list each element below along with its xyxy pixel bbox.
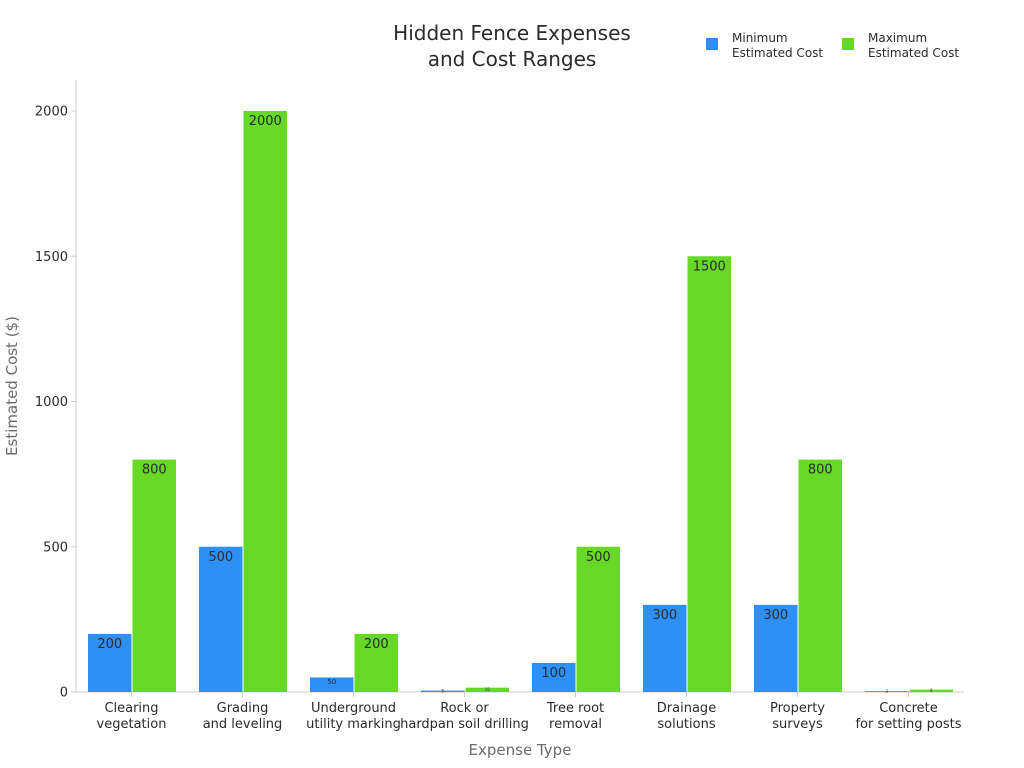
bar-value-label: 8 xyxy=(930,688,933,693)
bar-value-label: 50 xyxy=(327,678,336,686)
y-axis-title: Estimated Cost ($) xyxy=(3,316,21,456)
chart-title-line-1: Hidden Fence Expenses xyxy=(393,21,631,45)
bars: 200 800 500 2000 50 200 5 15 100 500 300 1500 300 800… xyxy=(88,111,953,694)
x-tick-label: hardpan soil drilling xyxy=(400,717,529,732)
bar-maximum xyxy=(243,111,287,692)
y-tick-label: 1500 xyxy=(35,250,68,265)
bar-value-label: 500 xyxy=(586,550,611,565)
x-tick-label: Drainage xyxy=(657,701,716,716)
bar-maximum xyxy=(132,459,176,692)
bar-value-label: 100 xyxy=(541,666,566,681)
x-tick-label: Grading xyxy=(217,701,269,716)
bar-value-label: 300 xyxy=(763,608,788,623)
x-tick-label: Concrete xyxy=(879,701,938,716)
y-tick-label: 500 xyxy=(43,540,68,555)
bar-maximum xyxy=(909,689,953,692)
x-tick-label: Underground xyxy=(311,701,396,716)
x-tick-label: utility marking xyxy=(306,717,401,732)
chart-title-line-2: and Cost Ranges xyxy=(428,47,597,71)
bar-value-label: 800 xyxy=(142,463,167,478)
bar-value-label: 1500 xyxy=(693,259,726,274)
y-tick-label: 1000 xyxy=(35,395,68,410)
bar-maximum xyxy=(465,687,509,692)
legend-label-minimum-line-1: Minimum xyxy=(732,31,788,45)
bar-minimum xyxy=(88,633,132,692)
x-tick-label: removal xyxy=(549,717,602,732)
legend: Minimum Estimated Cost Maximum Estimated… xyxy=(706,31,959,60)
y-tick-label: 2000 xyxy=(35,105,68,120)
legend-label-maximum-line-2: Estimated Cost xyxy=(868,46,959,60)
bar-minimum xyxy=(754,604,798,692)
bar-minimum xyxy=(421,690,465,692)
x-tick-label: surveys xyxy=(772,717,823,732)
legend-label-maximum-line-1: Maximum xyxy=(868,31,927,45)
bar-value-label: 2000 xyxy=(249,114,282,129)
y-tick-label: 0 xyxy=(60,686,68,701)
bar-maximum xyxy=(576,546,620,692)
x-tick-label: for setting posts xyxy=(855,717,961,732)
bar-value-label: 200 xyxy=(97,637,122,652)
x-tick-label: Clearing xyxy=(104,701,158,716)
legend-label-minimum-line-2: Estimated Cost xyxy=(732,46,823,60)
bar-value-label: 800 xyxy=(808,463,833,478)
bar-maximum xyxy=(687,256,731,692)
bar-minimum xyxy=(199,546,243,692)
bar-value-label: 500 xyxy=(208,550,233,565)
x-tick-label: vegetation xyxy=(97,717,167,732)
bar-value-label: 3 xyxy=(885,689,888,694)
bar-value-label: 5 xyxy=(441,689,444,694)
legend-swatch-minimum xyxy=(706,38,718,50)
bar-minimum xyxy=(532,662,576,692)
bar-minimum xyxy=(865,691,909,692)
bar-value-label: 200 xyxy=(364,637,389,652)
x-tick-label: Tree root xyxy=(546,701,604,716)
x-axis-title: Expense Type xyxy=(469,741,572,759)
x-tick-label: Property xyxy=(770,701,825,716)
bar-minimum xyxy=(310,677,354,692)
legend-swatch-maximum xyxy=(842,38,854,50)
bar-maximum xyxy=(798,459,842,692)
bar-value-label: 15 xyxy=(485,687,491,692)
x-tick-label: solutions xyxy=(657,717,715,732)
bar-value-label: 300 xyxy=(652,608,677,623)
bar-maximum xyxy=(354,633,398,692)
y-ticks: 0 500 1000 1500 2000 xyxy=(35,105,76,701)
bar-minimum xyxy=(643,604,687,692)
x-tick-label: Rock or xyxy=(440,701,489,716)
x-tick-label: and leveling xyxy=(203,717,283,732)
